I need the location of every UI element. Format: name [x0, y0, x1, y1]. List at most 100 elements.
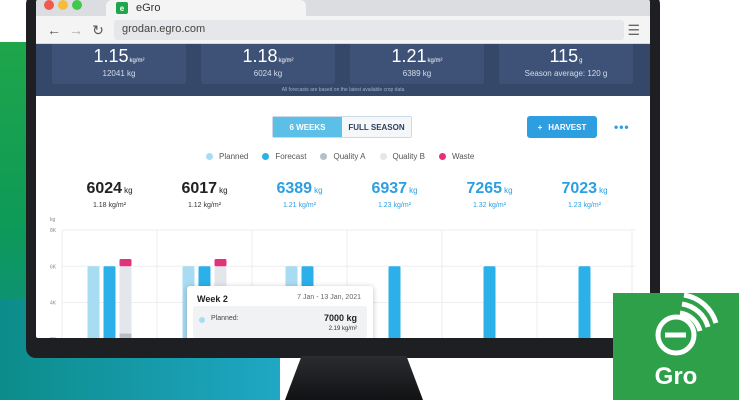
legend-label: Quality B [392, 152, 425, 161]
bar-quality-b [119, 266, 132, 334]
legend-label: Planned [219, 152, 249, 161]
period-toggle: 6 WEEKS FULL SEASON [272, 116, 412, 138]
summary-card: 1.15kg/m² 12041 kg [52, 44, 186, 84]
y-tick-label: 6K [50, 264, 57, 270]
summary-sub: 6389 kg [402, 69, 432, 78]
week-total-sub: 1.18 kg/m² [92, 202, 127, 209]
summary-sub: 12041 kg [102, 69, 136, 78]
week-total: 6937 kg 1.23 kg/m² [347, 180, 442, 209]
summary-value-number: 1.21 [391, 46, 427, 66]
summary-value-number: 1.15 [93, 46, 129, 66]
tooltip-value: 7000 kg [323, 313, 357, 323]
monitor: e eGro ← → ↻ grodan.egro.com ☰ 1.15kg/m²… [26, 0, 660, 358]
y-axis-unit: kg [50, 217, 56, 223]
week-total-sub: 1.12 kg/m² [187, 202, 222, 209]
week-total: 6024 kg 1.18 kg/m² [62, 180, 157, 209]
legend-item-quality-b[interactable]: Quality B [379, 152, 425, 161]
bar-forecast [578, 266, 591, 338]
browser-tab[interactable]: e eGro [106, 0, 306, 16]
egro-logo-text: Gro [654, 363, 698, 390]
y-tick-label: 2K [50, 337, 57, 338]
legend-item-planned[interactable]: Planned [206, 152, 248, 161]
tooltip-row: Planned: 7000 kg 2.19 kg/m² [193, 306, 367, 338]
week-total-sub: 1.32 kg/m² [472, 202, 507, 209]
reload-icon[interactable]: ↻ [92, 22, 104, 38]
address-bar: ← → ↻ grodan.egro.com ☰ [36, 16, 650, 44]
week-total-kg: 6937 [371, 180, 408, 197]
week-total-kg: 6017 [181, 180, 218, 197]
summary-sub: Season average: 120 g [524, 69, 608, 78]
summary-band: 1.15kg/m² 12041 kg 1.18kg/m² 6024 kg 1.2… [36, 44, 650, 96]
back-arrow-icon[interactable]: ← [47, 22, 61, 38]
tab-6-weeks[interactable]: 6 WEEKS [273, 117, 342, 137]
forecast-note: All forecasts are based on the latest av… [281, 87, 405, 93]
summary-unit: kg/m² [427, 58, 443, 64]
bar-forecast [103, 266, 116, 338]
summary-sub: 6024 kg [253, 69, 283, 78]
week-total-kg: 6024 [86, 180, 123, 197]
tooltip-dates: 7 Jan - 13 Jan, 2021 [297, 294, 361, 301]
summary-unit: kg/m² [129, 58, 145, 64]
legend-swatch [206, 153, 213, 160]
forward-arrow-icon[interactable]: → [69, 22, 83, 38]
week-total-sub: 1.23 kg/m² [377, 202, 412, 209]
week-total-unit: kg [409, 186, 418, 195]
bar-planned [87, 266, 100, 338]
summary-value: 1.15kg/m² [52, 46, 186, 67]
y-tick-label: 8K [50, 228, 57, 234]
week-total-unit: kg [219, 186, 228, 195]
close-window-button[interactable] [44, 0, 54, 10]
week-total: 7265 kg 1.32 kg/m² [442, 180, 537, 209]
monitor-stand [285, 356, 423, 400]
legend-swatch [262, 153, 270, 160]
week-totals: 6024 kg 1.18 kg/m² 6017 kg 1.12 kg/m² 6389… [62, 180, 632, 220]
harvest-button[interactable]: + HARVEST [527, 116, 597, 138]
bar-quality-a [119, 333, 132, 338]
window-controls [44, 0, 82, 10]
summary-value: 1.18kg/m² [201, 46, 335, 67]
url-field[interactable]: grodan.egro.com [114, 20, 624, 40]
tooltip-planned-dot [199, 317, 205, 323]
tooltip-week: Week 2 [197, 294, 228, 304]
legend-swatch [379, 153, 387, 160]
legend-item-waste[interactable]: Waste [438, 152, 475, 161]
tab-bar: e eGro [36, 0, 650, 16]
legend-swatch [438, 153, 446, 160]
tab-full-season[interactable]: FULL SEASON [342, 117, 411, 137]
minimize-window-button[interactable] [58, 0, 68, 10]
tooltip-sub: 2.19 kg/m² [328, 326, 357, 332]
browser-window: e eGro ← → ↻ grodan.egro.com ☰ 1.15kg/m²… [36, 0, 650, 338]
summary-value: 1.21kg/m² [350, 46, 484, 67]
summary-unit: g [579, 58, 583, 64]
more-options-icon[interactable]: ••• [614, 120, 630, 134]
legend-swatch [320, 153, 328, 160]
summary-value-number: 1.18 [242, 46, 278, 66]
tooltip-label: Planned: [211, 315, 239, 322]
legend-item-quality-a[interactable]: Quality A [320, 152, 366, 161]
legend-label: Quality A [333, 152, 366, 161]
legend-item-forecast[interactable]: Forecast [262, 152, 306, 161]
egro-logo: Gro [613, 293, 739, 400]
maximize-window-button[interactable] [72, 0, 82, 10]
hamburger-menu-icon[interactable]: ☰ [627, 22, 640, 38]
egro-signal-icon [655, 293, 719, 356]
summary-value: 115g [499, 46, 633, 67]
legend-label: Waste [451, 152, 475, 161]
bar-waste [214, 259, 227, 267]
bar-forecast [388, 266, 401, 338]
week-total-sub: 1.23 kg/m² [567, 202, 602, 209]
week-total-unit: kg [504, 186, 513, 195]
chart-legend: Planned Forecast Quality A Quality B Was… [206, 152, 474, 161]
summary-card: 1.18kg/m² 6024 kg [201, 44, 335, 84]
legend-label: Forecast [275, 152, 307, 161]
plus-icon: + [537, 122, 543, 132]
egro-favicon-icon: e [116, 2, 128, 14]
week-total-unit: kg [599, 186, 608, 195]
tab-title: eGro [136, 2, 161, 14]
week-total-kg: 6389 [276, 180, 313, 197]
week-total-unit: kg [314, 186, 323, 195]
bar-waste [119, 259, 132, 267]
week-total-kg: 7023 [561, 180, 598, 197]
harvest-label: HARVEST [548, 122, 587, 132]
summary-card: 1.21kg/m² 6389 kg [350, 44, 484, 84]
